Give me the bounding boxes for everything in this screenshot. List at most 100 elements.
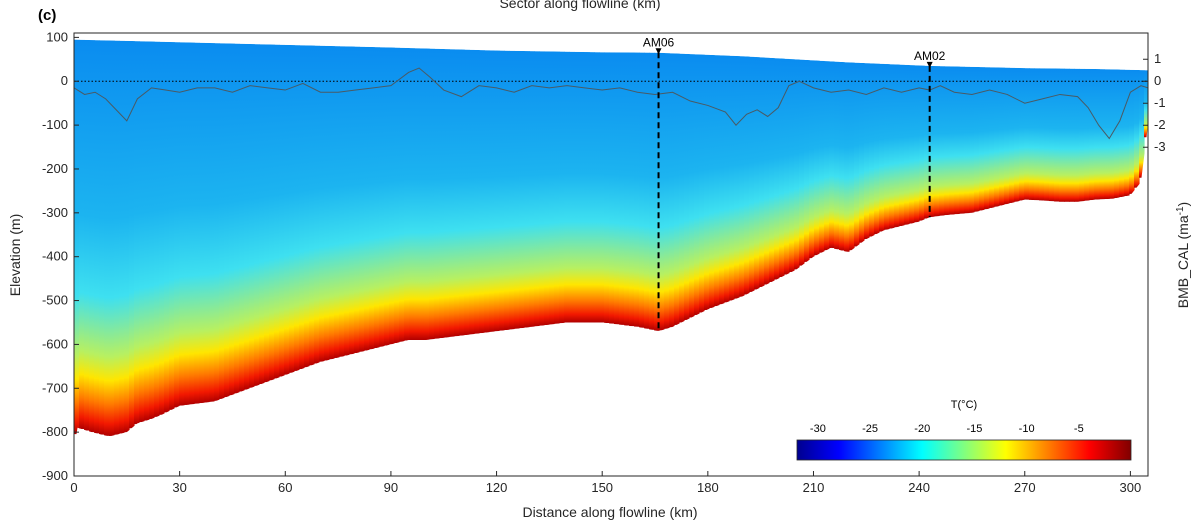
colorbar-tick-label: -30 (810, 423, 826, 435)
x-tick-label: 120 (486, 480, 508, 495)
temperature-column (264, 44, 270, 383)
temperature-column (894, 64, 900, 228)
temperature-column (194, 42, 200, 404)
temperature-column (864, 63, 870, 240)
temperature-column (619, 52, 625, 325)
temperature-column (659, 52, 665, 331)
temperature-column (1134, 69, 1140, 188)
temperature-column (819, 60, 825, 253)
temperature-column (669, 53, 675, 328)
temperature-column (839, 61, 845, 251)
y-tick-label: -900 (42, 468, 68, 483)
temperature-column (364, 46, 370, 351)
temperature-column (694, 54, 700, 315)
temperature-column (834, 61, 840, 250)
temperature-column (244, 43, 250, 390)
temperature-column (774, 58, 780, 280)
temperature-column (1059, 68, 1065, 202)
temperature-column (859, 62, 865, 243)
temperature-column (529, 51, 535, 327)
temperature-column (684, 53, 690, 320)
x-tick-label: 210 (803, 480, 825, 495)
temperature-column (849, 62, 855, 251)
temperature-column (934, 66, 940, 217)
temperature-column (664, 53, 670, 329)
temperature-column (649, 52, 655, 330)
temperature-column (719, 55, 725, 305)
temperature-column (254, 44, 260, 386)
temperature-column (319, 45, 325, 362)
colorbar-tick-label: -25 (862, 423, 878, 435)
temperature-column (1024, 68, 1030, 200)
temperature-column (854, 62, 860, 247)
temperature-column (604, 52, 610, 324)
temperature-column (634, 52, 640, 327)
temperature-column (334, 46, 340, 358)
temperature-column (159, 41, 165, 415)
marker-arrowhead (655, 48, 662, 55)
temperature-column (524, 51, 530, 328)
temperature-column (989, 67, 995, 208)
axes-frame (73, 32, 1149, 477)
temperature-column (384, 47, 390, 346)
temperature-column (574, 51, 580, 323)
temperature-column (899, 64, 905, 226)
temperature-column (904, 64, 910, 225)
temperature-column (1029, 68, 1035, 201)
temperature-column (674, 53, 680, 325)
x-axis-label: Distance along flowline (km) (522, 504, 697, 520)
temperature-column (109, 40, 115, 436)
temperature-column (409, 48, 415, 341)
temperature-column (579, 51, 585, 323)
temperature-column (754, 57, 760, 290)
temperature-column (144, 41, 150, 421)
temperature-column (339, 46, 345, 357)
x-tick-label: 180 (697, 480, 719, 495)
panel-label: (c) (38, 7, 56, 24)
bmb-series-line (73, 67, 1149, 140)
temperature-column (509, 50, 515, 330)
temperature-column (494, 50, 500, 332)
temperature-column (189, 42, 195, 405)
x-tick-label: 270 (1014, 480, 1036, 495)
y-tick-label: -400 (42, 249, 68, 264)
temperature-column (1049, 68, 1055, 202)
temperature-column (534, 51, 540, 327)
temperature-column (139, 41, 145, 423)
colorbar: T(°C) -30 -25 -20 -15 -10 -5 (796, 399, 1132, 461)
temperature-column (744, 56, 750, 295)
colorbar-ramp (796, 439, 1132, 461)
colorbar-tick-label: -10 (1019, 423, 1035, 435)
temperature-column (234, 43, 240, 394)
temperature-column (204, 42, 210, 403)
temperature-column (1069, 68, 1075, 202)
temperature-column (324, 45, 330, 361)
temperature-column (504, 50, 510, 331)
temperature-column (289, 44, 295, 373)
temperature-column (484, 50, 490, 333)
temperature-column (314, 45, 320, 364)
temperature-column (274, 44, 280, 379)
temperature-column (1084, 68, 1090, 201)
temperature-column (124, 40, 130, 433)
temperature-column (1054, 68, 1060, 202)
temperature-column (179, 42, 185, 406)
temperature-column (654, 52, 660, 331)
temperature-column (84, 39, 90, 431)
temperature-column (449, 49, 455, 337)
colorbar-ticks: -30 -25 -20 -15 -10 -5 (810, 423, 1084, 444)
temperature-column (689, 54, 695, 318)
temperature-column (589, 52, 595, 323)
temperature-column (1064, 68, 1070, 202)
y2-axis-label-close: ) (1175, 202, 1191, 207)
marker-arrowhead (926, 61, 933, 68)
temperature-column (939, 66, 945, 216)
temperature-column (114, 40, 120, 435)
temperature-column (624, 52, 630, 326)
temperature-column (229, 43, 235, 396)
temperature-column (559, 51, 565, 324)
temperature-column (884, 64, 890, 230)
temperature-column (444, 49, 450, 338)
temperature-column (944, 66, 950, 216)
temperature-column (974, 66, 980, 212)
